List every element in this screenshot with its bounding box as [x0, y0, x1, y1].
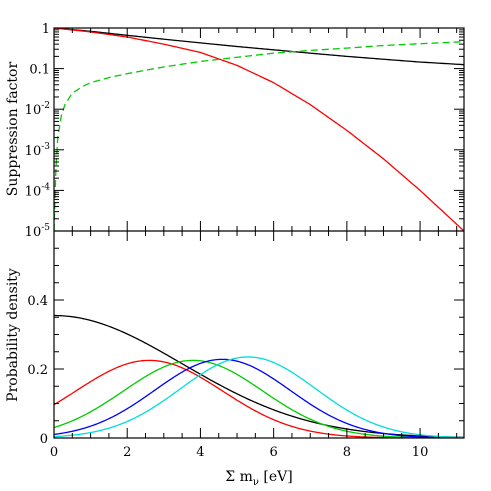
x-tick-label: 4 — [196, 445, 204, 460]
bottom-panel-series — [54, 314, 464, 438]
plot-frame — [53, 27, 465, 439]
top-panel-series — [54, 28, 464, 231]
bottom-y-tick-label: 0 — [40, 432, 48, 447]
bottom-y-tick-label: 0.4 — [27, 294, 48, 309]
top-y-tick-label: 10-2 — [25, 101, 50, 118]
top-y-tick-label: 0.1 — [29, 63, 50, 78]
top-y-tick-label: 10-3 — [25, 142, 51, 159]
top-y-axis-title: Suppression factor — [5, 62, 21, 197]
top-series-0 — [54, 28, 464, 66]
top-y-tick-label: 1 — [42, 22, 50, 37]
x-axis-title-suffix: [eV] — [259, 469, 293, 485]
top-y-tick-label: 10-5 — [25, 223, 51, 240]
x-axis-title-prefix: Σ m — [225, 469, 253, 485]
x-tick-label: 0 — [50, 445, 58, 460]
top-y-tick-label: 10-4 — [25, 182, 51, 199]
bottom-series-0 — [54, 314, 464, 438]
x-tick-label: 6 — [270, 445, 278, 460]
x-axis-title-subscript: ν — [253, 477, 259, 488]
axis-ticks — [53, 27, 464, 439]
bottom-y-axis-title: Probability density — [5, 268, 21, 402]
x-tick-label: 2 — [123, 445, 131, 460]
bottom-series-3 — [54, 358, 464, 438]
x-tick-label: 8 — [343, 445, 351, 460]
top-series-1 — [54, 28, 464, 231]
bottom-y-tick-label: 0.2 — [27, 363, 48, 378]
bottom-series-4 — [54, 356, 464, 438]
top-series-2 — [54, 41, 464, 231]
x-axis-title: Σ mν [eV] — [225, 469, 293, 488]
x-tick-label: 10 — [412, 445, 429, 460]
bottom-series-2 — [54, 359, 464, 438]
